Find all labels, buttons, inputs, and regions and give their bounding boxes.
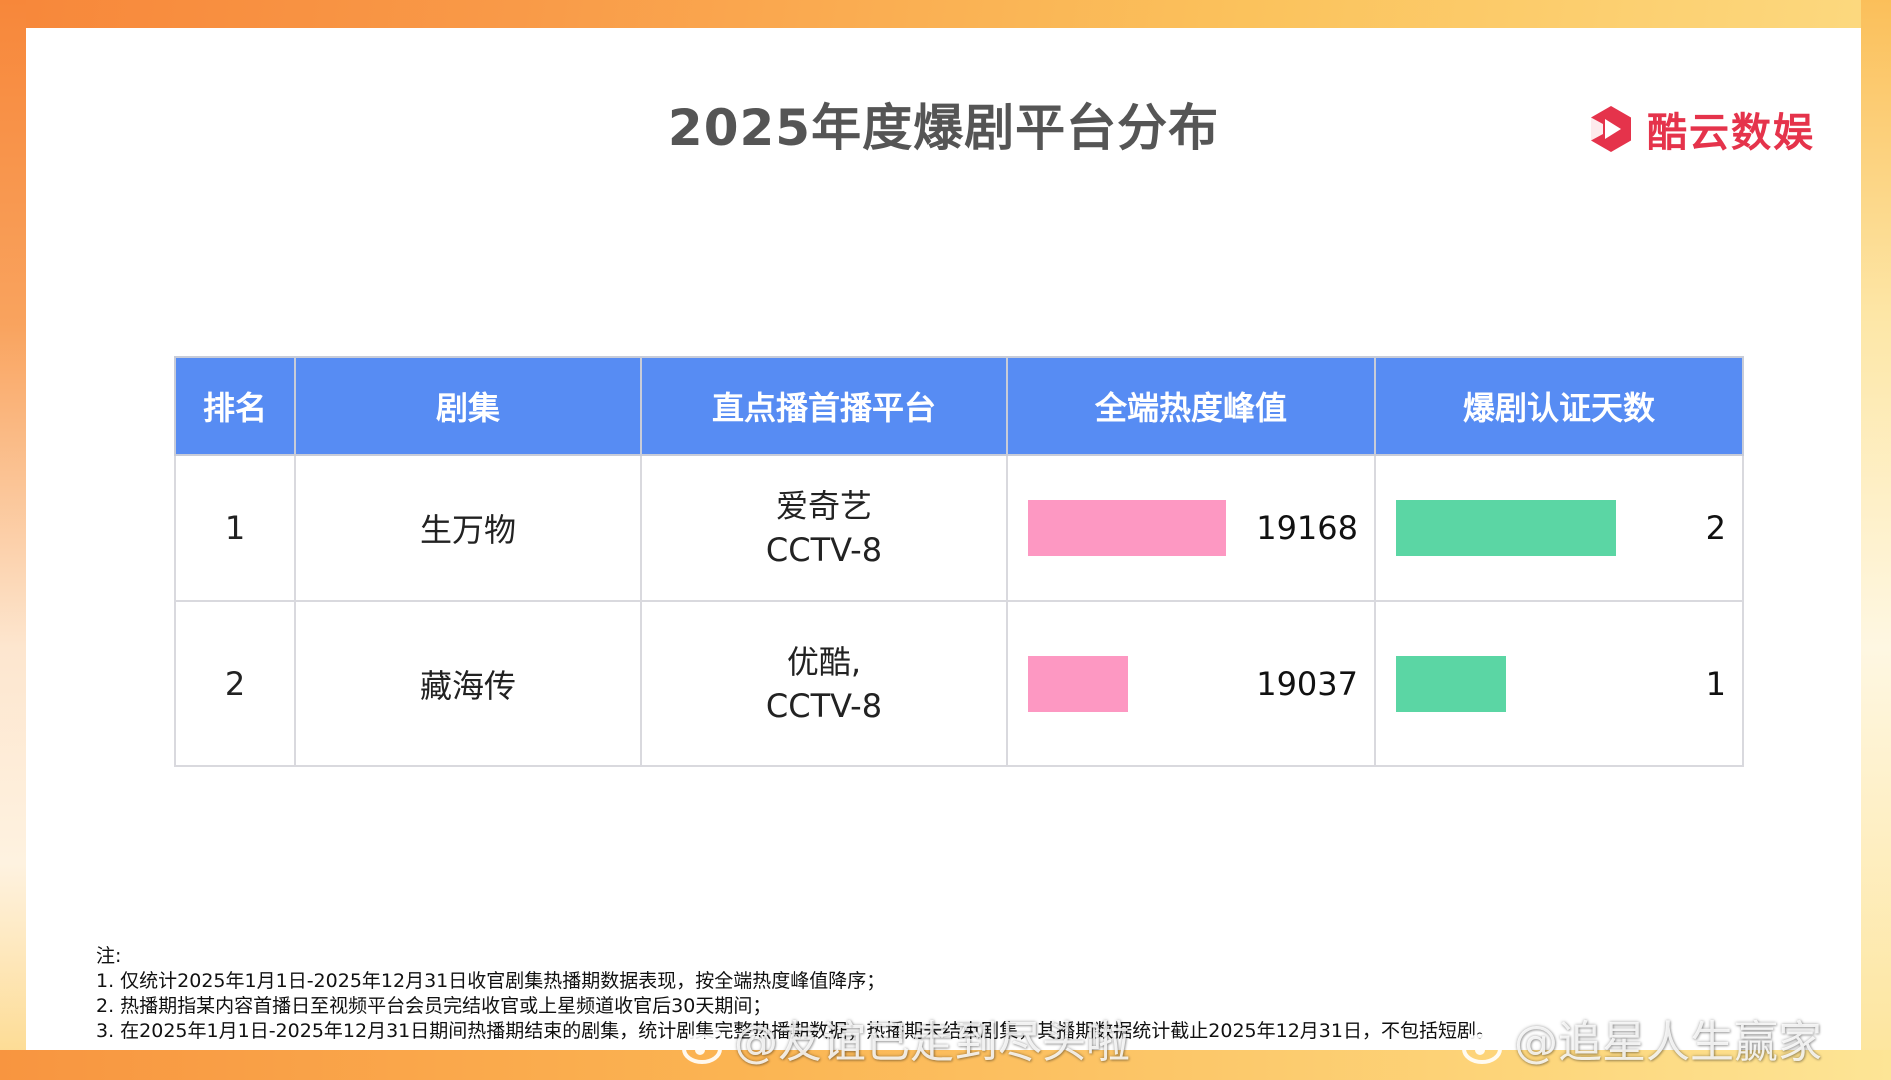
- header-heat-peak: 全端热度峰值: [1006, 356, 1376, 456]
- watermark: @友谊已走到尽头啦: [680, 1006, 1130, 1070]
- table-row: 1 生万物 爱奇艺 CCTV-8 19168 2: [174, 454, 1744, 602]
- header-title: 剧集: [294, 356, 642, 456]
- brand-name: 酷云数娱: [1647, 110, 1815, 156]
- days-value: 2: [1705, 509, 1726, 547]
- platform-cell: 优酷, CCTV-8: [640, 600, 1008, 767]
- platform-cell: 爱奇艺 CCTV-8: [640, 454, 1008, 602]
- background-left-gradient: [0, 0, 26, 1080]
- brand-logo: 酷云数娱: [1585, 100, 1815, 158]
- header-days: 爆剧认证天数: [1374, 356, 1744, 456]
- days-bar: [1396, 500, 1616, 556]
- note-line: 3. 在2025年1月1日-2025年12月31日期间热播期结束的剧集，统计剧集…: [96, 1020, 1495, 1042]
- title-cell: 藏海传: [294, 600, 642, 767]
- footnotes: 注: 1. 仅统计2025年1月1日-2025年12月31日收官剧集热播期数据表…: [96, 944, 1495, 1044]
- heat-value: 19037: [1256, 664, 1358, 703]
- platform-line: CCTV-8: [765, 686, 883, 725]
- note-line: 1. 仅统计2025年1月1日-2025年12月31日收官剧集热播期数据表现，按…: [96, 970, 886, 992]
- background-right-gradient: [1861, 0, 1891, 1080]
- watermark-text: @追星人生赢家: [1514, 1017, 1822, 1068]
- slide-card: 2025年度爆剧平台分布 酷云数娱 排名 剧集 直点播首播平台 全端热度峰值 爆…: [26, 28, 1861, 1050]
- header-platform: 直点播首播平台: [640, 356, 1008, 456]
- days-bar: [1396, 655, 1506, 712]
- watermark: @追星人生赢家: [1460, 1006, 1822, 1070]
- header-rank: 排名: [174, 356, 296, 456]
- notes-label: 注:: [96, 945, 122, 967]
- days-value: 1: [1705, 664, 1726, 703]
- play-hexagon-icon: [1591, 106, 1631, 152]
- weibo-icon: [1462, 1029, 1507, 1064]
- table-header-row: 排名 剧集 直点播首播平台 全端热度峰值 爆剧认证天数: [174, 356, 1744, 456]
- rank-cell: 2: [174, 600, 296, 767]
- background-bottom-gradient: [0, 1050, 1891, 1080]
- drama-platform-table: 排名 剧集 直点播首播平台 全端热度峰值 爆剧认证天数 1 生万物 爱奇艺 CC…: [174, 356, 1744, 767]
- platform-line: 爱奇艺: [775, 487, 872, 525]
- title-cell: 生万物: [294, 454, 642, 602]
- weibo-icon: [682, 1029, 727, 1064]
- table-row: 2 藏海传 优酷, CCTV-8 19037 1: [174, 600, 1744, 767]
- heat-cell: 19037: [1006, 600, 1376, 767]
- page-title: 2025年度爆剧平台分布: [667, 99, 1220, 157]
- days-cell: 2: [1374, 454, 1744, 602]
- note-line: 2. 热播期指某内容首播日至视频平台会员完结收官或上星频道收官后30天期间；: [96, 995, 772, 1017]
- heat-value: 19168: [1256, 509, 1358, 547]
- days-cell: 1: [1374, 600, 1744, 767]
- platform-line: CCTV-8: [765, 531, 883, 569]
- rank-cell: 1: [174, 454, 296, 602]
- heat-bar: [1028, 500, 1226, 556]
- watermark-text: @友谊已走到尽头啦: [734, 1017, 1130, 1068]
- platform-line: 优酷,: [786, 642, 862, 681]
- heat-bar: [1028, 655, 1128, 712]
- heat-cell: 19168: [1006, 454, 1376, 602]
